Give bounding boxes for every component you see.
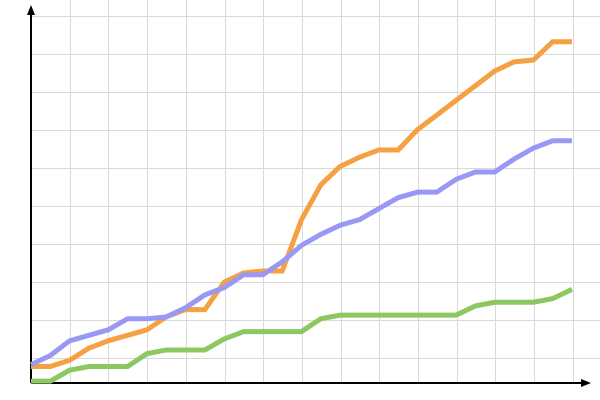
y-axis-arrow-icon — [27, 5, 35, 15]
vertical-gridlines — [70, 0, 574, 383]
series-line-green — [31, 287, 574, 384]
x-axis-arrow-icon — [581, 379, 591, 387]
data-series-layer — [29, 39, 574, 384]
series-line-purple — [29, 138, 572, 367]
chart-axes — [27, 5, 591, 387]
horizontal-gridlines — [31, 16, 600, 359]
series-line-orange — [31, 39, 572, 369]
